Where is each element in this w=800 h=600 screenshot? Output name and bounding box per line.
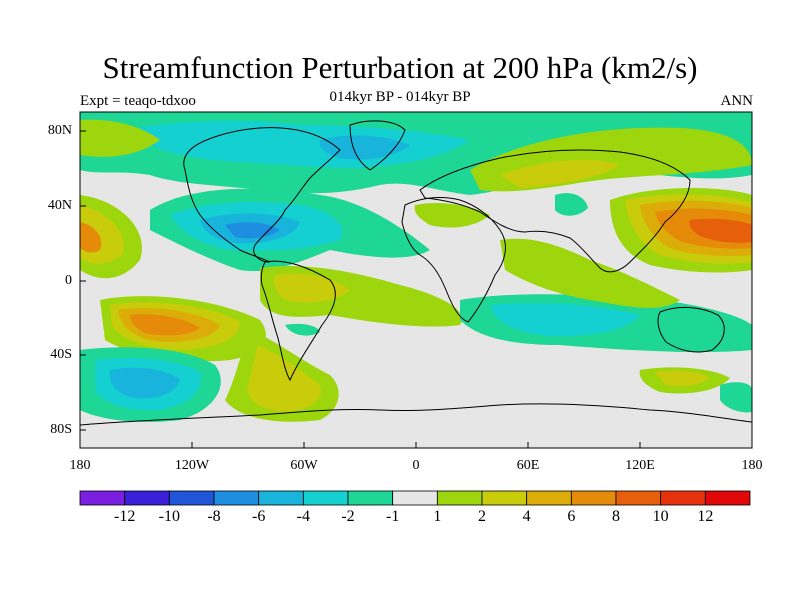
lon-label: 60W bbox=[290, 458, 318, 473]
lon-label: 60E bbox=[516, 458, 540, 473]
lat-label: 80S bbox=[50, 422, 72, 437]
colorbar-swatch bbox=[526, 490, 572, 506]
pacific-west-orange bbox=[80, 222, 102, 253]
colorbar-label: 8 bbox=[612, 508, 620, 525]
australia-coast bbox=[657, 307, 725, 353]
colorbar-swatch bbox=[704, 490, 751, 506]
eurasia-coast bbox=[419, 149, 691, 273]
southern-blue bbox=[109, 367, 180, 399]
europe-africa-coast bbox=[401, 197, 506, 323]
atlantic-cyan-blob bbox=[285, 323, 320, 336]
colorbar-label: 10 bbox=[652, 508, 669, 525]
colorbar-label: -2 bbox=[341, 508, 355, 525]
lat-label: 40S bbox=[50, 347, 72, 362]
mideast-green bbox=[414, 203, 490, 228]
lat-label: 80N bbox=[47, 123, 72, 138]
colorbar-label: 12 bbox=[697, 508, 714, 525]
colorbar-label: -1 bbox=[385, 508, 400, 525]
africa-green bbox=[500, 238, 680, 308]
season-label: ANN bbox=[720, 93, 754, 109]
contour-field bbox=[80, 112, 752, 448]
colorbar-swatch bbox=[436, 490, 483, 506]
colorbar-swatch bbox=[570, 490, 617, 506]
colorbar-swatch bbox=[615, 490, 662, 506]
colorbar-label: 1 bbox=[433, 508, 442, 525]
australia-green bbox=[639, 318, 740, 352]
colorbar-swatch bbox=[660, 490, 706, 506]
colorbar-label: 6 bbox=[567, 508, 576, 525]
colorbar-label: 4 bbox=[522, 508, 531, 525]
lon-label: 0 bbox=[412, 458, 420, 473]
colorbar bbox=[79, 490, 751, 506]
spacific-deep-orange bbox=[130, 314, 200, 336]
lon-label: 180 bbox=[741, 458, 763, 473]
south-america-coast bbox=[260, 260, 336, 382]
lat-label: 0 bbox=[65, 273, 72, 288]
colorbar-label: -6 bbox=[251, 508, 266, 525]
colorbar-swatch bbox=[213, 490, 260, 506]
asia-yellow bbox=[500, 159, 620, 188]
lon-label: 120W bbox=[174, 458, 210, 473]
colorbar-swatch bbox=[392, 490, 438, 506]
colorbar-swatch bbox=[79, 490, 126, 506]
map-title: Streamfunction Perturbation at 200 hPa (… bbox=[102, 50, 698, 85]
lon-label: 180 bbox=[69, 458, 91, 473]
antarctica-coast bbox=[80, 403, 752, 426]
lon-label: 120E bbox=[625, 458, 655, 473]
arctic-blue-core bbox=[319, 135, 410, 160]
north-america-coast bbox=[183, 127, 341, 263]
nw-pacific-green bbox=[80, 119, 160, 157]
colorbar-label: 2 bbox=[478, 508, 486, 525]
satlantic-yellow bbox=[247, 345, 321, 412]
colorbar-swatch bbox=[302, 490, 349, 506]
colorbar-label: -12 bbox=[113, 508, 136, 525]
lat-label: 40N bbox=[47, 198, 72, 213]
period-subtitle: 014kyr BP - 014kyr BP bbox=[329, 89, 471, 105]
colorbar-swatch bbox=[124, 490, 170, 506]
colorbar-swatch bbox=[168, 490, 215, 506]
axis-ticks bbox=[79, 130, 753, 448]
colorbar-swatch bbox=[258, 490, 304, 506]
colorbar-swatch bbox=[347, 490, 394, 506]
greenland-coast bbox=[349, 120, 406, 171]
antarctic-green bbox=[720, 382, 752, 413]
colorbar-label: -4 bbox=[296, 508, 310, 525]
coastlines bbox=[80, 120, 752, 426]
namerica-deep-blue bbox=[225, 222, 280, 239]
experiment-label: Expt = teaqo-tdxoo bbox=[80, 93, 196, 109]
colorbar-label: -10 bbox=[158, 508, 180, 525]
colorbar-swatch bbox=[481, 490, 528, 506]
npacific-red-orange bbox=[689, 218, 752, 243]
sindian-yellow bbox=[655, 370, 710, 387]
colorbar-label: -8 bbox=[207, 508, 221, 525]
indian-cyan bbox=[490, 303, 640, 337]
asia-cyan-blob bbox=[555, 193, 588, 216]
